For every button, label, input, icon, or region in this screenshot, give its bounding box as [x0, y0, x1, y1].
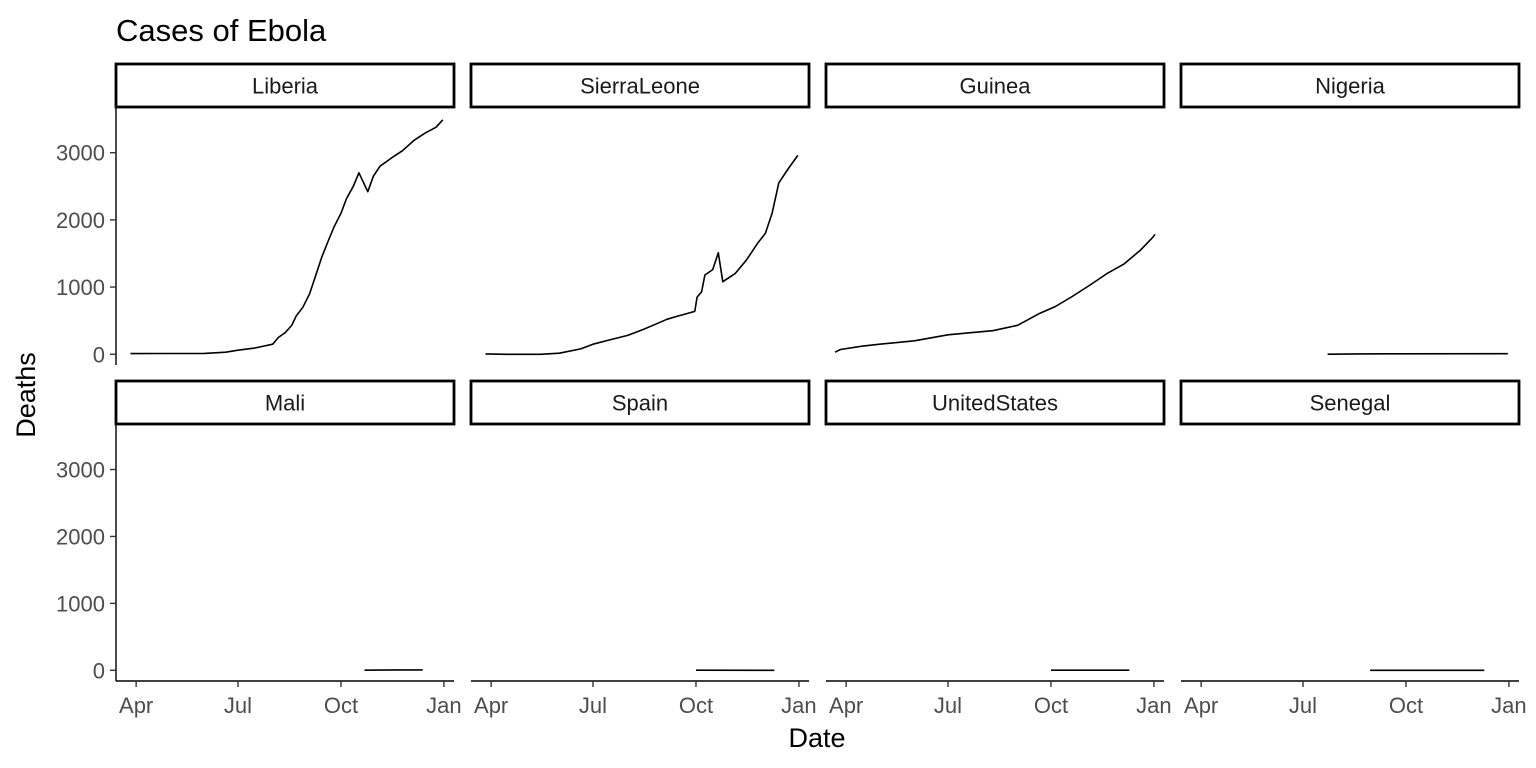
facet-panel-senegal: Senegal Apr Jul Oct Jan	[1179, 379, 1527, 718]
facet-strip	[1179, 62, 1521, 109]
x-tick-label: Apr	[474, 693, 508, 718]
facet-panel-sierraleone: SierraLeone	[469, 62, 811, 356]
facet-panel-spain: Spain Apr Jul Oct Jan	[469, 379, 817, 718]
series-line-liberia	[130, 119, 444, 355]
x-tick-label: Apr	[829, 693, 863, 718]
x-tick-label: Jul	[934, 693, 962, 718]
facet-strip-label: Mali	[265, 391, 305, 416]
x-tick-label: Apr	[119, 693, 153, 718]
x-tick-label: Jul	[1289, 693, 1317, 718]
facet-panel-guinea: Guinea	[824, 62, 1166, 353]
y-tick-label: 0	[93, 342, 105, 367]
x-axis-title: Date	[788, 723, 845, 753]
x-tick-label: Oct	[1389, 693, 1423, 718]
facet-panel-nigeria: Nigeria	[1179, 62, 1521, 356]
y-tick-label: 0	[93, 658, 105, 683]
y-tick-label: 3000	[56, 458, 105, 483]
facet-strip	[824, 62, 1166, 109]
y-tick-label: 3000	[56, 141, 105, 166]
x-tick-label: Oct	[1034, 693, 1068, 718]
series-line-nigeria	[1327, 352, 1508, 356]
facet-strip-label: Guinea	[960, 74, 1032, 99]
x-tick-label: Apr	[1184, 693, 1218, 718]
y-tick-label: 1000	[56, 591, 105, 616]
series-line-guinea	[834, 233, 1156, 353]
x-tick-label: Jan	[426, 693, 461, 718]
facet-panel-unitedstates: UnitedStates Apr Jul Oct Jan	[824, 379, 1172, 718]
chart-title: Cases of Ebola	[116, 13, 327, 48]
facet-strip-label: Spain	[612, 391, 668, 416]
facet-strip-label: SierraLeone	[580, 74, 700, 99]
facet-strip	[469, 62, 811, 109]
facet-strip-label: Liberia	[252, 74, 319, 99]
facet-strip	[114, 62, 456, 109]
facet-panel-mali: Mali 0 1000 2000 3000 Apr Jul Oct Jan	[56, 379, 462, 718]
series-line-sierraleone	[485, 154, 799, 356]
facet-grid: Liberia 0 1000 2000 3000 SierraLeone Guinea Nig…	[56, 62, 1527, 718]
y-tick-label: 1000	[56, 275, 105, 300]
x-tick-label: Jan	[1491, 693, 1526, 718]
x-tick-label: Jul	[579, 693, 607, 718]
x-tick-label: Jan	[781, 693, 816, 718]
facet-strip	[469, 379, 811, 426]
x-tick-label: Jul	[224, 693, 252, 718]
x-tick-label: Oct	[324, 693, 358, 718]
facet-panel-liberia: Liberia 0 1000 2000 3000	[56, 62, 456, 367]
y-axis-title: Deaths	[11, 352, 41, 438]
y-tick-label: 2000	[56, 524, 105, 549]
facet-strip	[114, 379, 456, 426]
facet-strip	[1179, 379, 1521, 426]
facet-strip	[824, 379, 1166, 426]
x-tick-label: Jan	[1136, 693, 1171, 718]
facet-strip-label: UnitedStates	[932, 391, 1058, 416]
x-tick-label: Oct	[679, 693, 713, 718]
facet-strip-label: Senegal	[1310, 391, 1391, 416]
facet-strip-label: Nigeria	[1315, 74, 1385, 99]
y-tick-label: 2000	[56, 208, 105, 233]
